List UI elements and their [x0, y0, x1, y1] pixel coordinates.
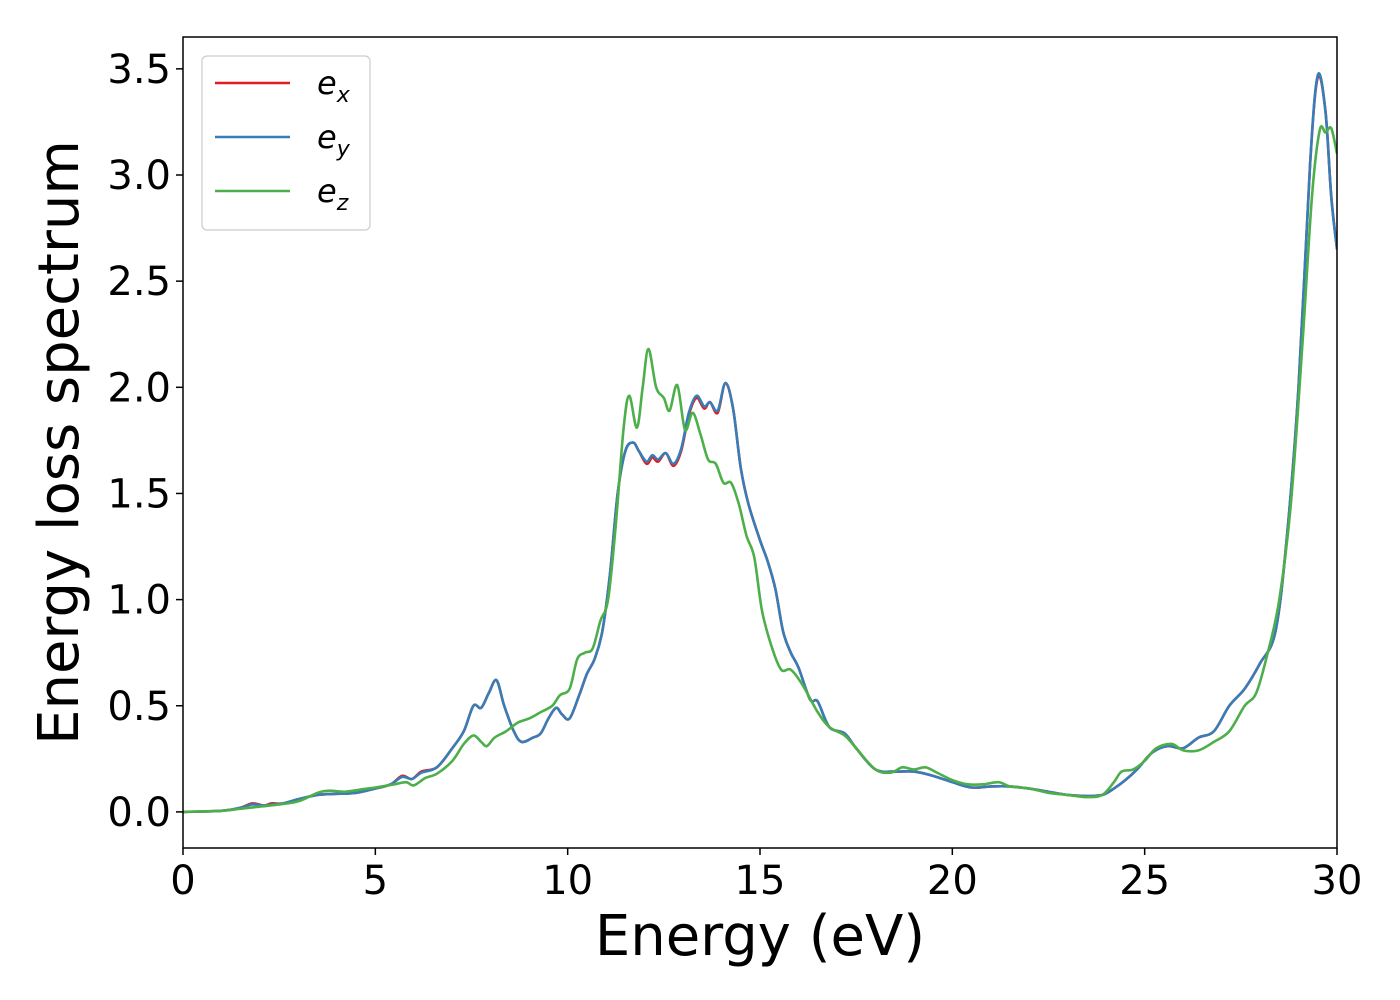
x-tick-label: 20 — [927, 858, 978, 904]
legend-label-base: e — [317, 172, 337, 210]
x-axis-title: Energy (eV) — [595, 904, 925, 969]
legend-label-e-y: ey — [317, 118, 351, 162]
plot-frame — [182, 36, 1338, 849]
x-tick-label: 25 — [1119, 858, 1170, 904]
legend-box — [201, 55, 371, 231]
series-layer — [183, 72, 1337, 814]
legend-label-e-x: ex — [317, 64, 351, 108]
y-tick-label: 0.0 — [107, 790, 171, 836]
legend-label-subscript: z — [336, 191, 349, 216]
y-tick-label: 3.0 — [107, 153, 171, 199]
x-tick-label: 0 — [170, 858, 195, 904]
y-tick-label: 1.0 — [107, 578, 171, 624]
x-tick-label: 15 — [735, 858, 786, 904]
x-tick-label: 5 — [363, 858, 388, 904]
legend-label-base: e — [317, 64, 337, 102]
series-line-e-z — [183, 125, 1337, 814]
ticks-layer: 0 5 10 15 20 25 30 0.0 0.5 1.0 1.5 2.0 2.5 3.0 3.5 — [107, 47, 1362, 904]
legend-label-subscript: x — [336, 83, 351, 108]
y-tick-label: 2.5 — [107, 259, 171, 305]
y-tick-label: 1.5 — [107, 471, 171, 517]
legend-label-e-z: ez — [317, 172, 349, 216]
legend-label-base: e — [317, 118, 337, 156]
x-tick-label: 30 — [1312, 858, 1363, 904]
y-axis-title: Energy loss spectrum — [27, 140, 92, 745]
y-tick-label: 3.5 — [107, 47, 171, 93]
y-tick-label: 2.0 — [107, 365, 171, 411]
legend-label-subscript: y — [336, 137, 351, 162]
y-tick-label: 0.5 — [107, 684, 171, 730]
x-tick-label: 10 — [542, 858, 593, 904]
